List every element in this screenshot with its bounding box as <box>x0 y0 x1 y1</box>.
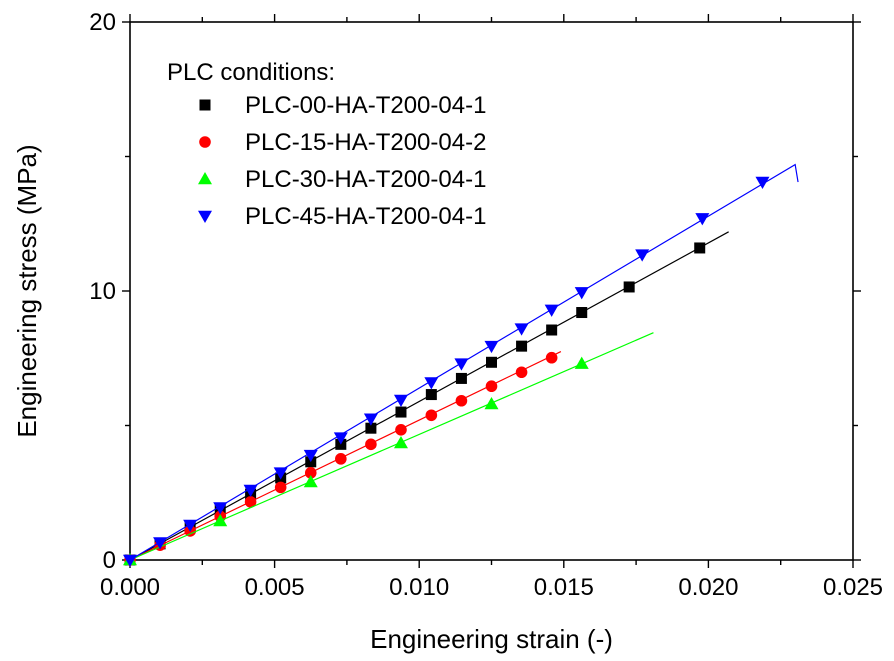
x-tick-label: 0.000 <box>100 574 160 601</box>
data-point <box>425 389 437 401</box>
data-point <box>303 449 318 463</box>
data-point <box>544 304 559 317</box>
data-point <box>333 432 348 445</box>
legend-entry: PLC-15-HA-T200-04-2 <box>245 129 486 156</box>
legend-marker <box>198 210 212 223</box>
y-tick-label: 10 <box>89 278 116 305</box>
y-tick-label: 0 <box>103 547 116 574</box>
data-point <box>393 394 408 407</box>
x-axis-title: Engineering strain (-) <box>370 624 613 654</box>
legend-marker <box>199 99 211 111</box>
data-point <box>395 406 407 418</box>
data-point <box>425 409 438 422</box>
data-point <box>395 424 407 436</box>
x-tick-label: 0.015 <box>534 574 594 601</box>
legend-marker <box>198 172 212 185</box>
data-point <box>273 467 288 480</box>
data-point <box>243 484 258 498</box>
data-point <box>123 554 137 567</box>
data-point <box>424 377 439 390</box>
data-point <box>363 413 378 426</box>
x-tick-label: 0.025 <box>823 574 883 601</box>
x-tick-label: 0.005 <box>245 574 305 601</box>
series-2 <box>123 332 654 566</box>
legend-entry: PLC-00-HA-T200-04-1 <box>245 92 486 119</box>
x-tick-label: 0.010 <box>389 574 449 601</box>
legend-entry: PLC-45-HA-T200-04-1 <box>245 203 486 230</box>
data-point <box>635 249 650 262</box>
series-line <box>129 332 654 561</box>
data-point <box>213 502 228 515</box>
data-point <box>183 519 198 533</box>
y-axis-title: Engineering stress (MPa) <box>12 144 42 437</box>
data-point <box>486 356 497 368</box>
data-point <box>485 380 498 393</box>
data-point <box>244 496 257 508</box>
data-point <box>574 356 589 369</box>
data-point <box>393 435 408 449</box>
data-point <box>303 474 318 488</box>
data-point <box>515 366 528 379</box>
legend-entry: PLC-30-HA-T200-04-1 <box>245 166 486 193</box>
data-point <box>695 213 710 226</box>
data-point <box>213 513 228 527</box>
plot-frame <box>129 21 854 561</box>
data-point <box>545 351 558 364</box>
data-point <box>576 307 588 319</box>
data-point <box>623 281 635 293</box>
data-point <box>304 467 317 479</box>
axes: 0.000 0.005 0.010 0.015 0.020 0.025 0 10 20 <box>89 9 883 601</box>
data-point <box>514 323 529 336</box>
data-point <box>574 287 589 300</box>
series-layer <box>123 163 799 567</box>
data-point <box>516 340 528 352</box>
data-point <box>454 358 469 371</box>
y-tick-label: 20 <box>89 9 116 36</box>
data-point <box>365 422 377 434</box>
data-point <box>484 340 499 354</box>
data-point <box>153 537 168 550</box>
data-point <box>455 394 468 407</box>
x-tick-label: 0.020 <box>678 574 738 601</box>
data-point <box>755 176 770 190</box>
legend-marker <box>199 136 211 148</box>
data-point <box>546 324 558 336</box>
data-point <box>335 453 347 465</box>
data-point <box>694 242 706 254</box>
data-point <box>274 481 287 494</box>
series-3 <box>123 163 799 567</box>
legend: PLC conditions: PLC-00-HA-T200-04-1 PLC-15… <box>167 59 486 230</box>
data-point <box>455 372 467 384</box>
data-point <box>484 396 499 410</box>
legend-title: PLC conditions: <box>167 59 335 86</box>
data-point <box>365 438 377 451</box>
series-line <box>129 163 799 561</box>
